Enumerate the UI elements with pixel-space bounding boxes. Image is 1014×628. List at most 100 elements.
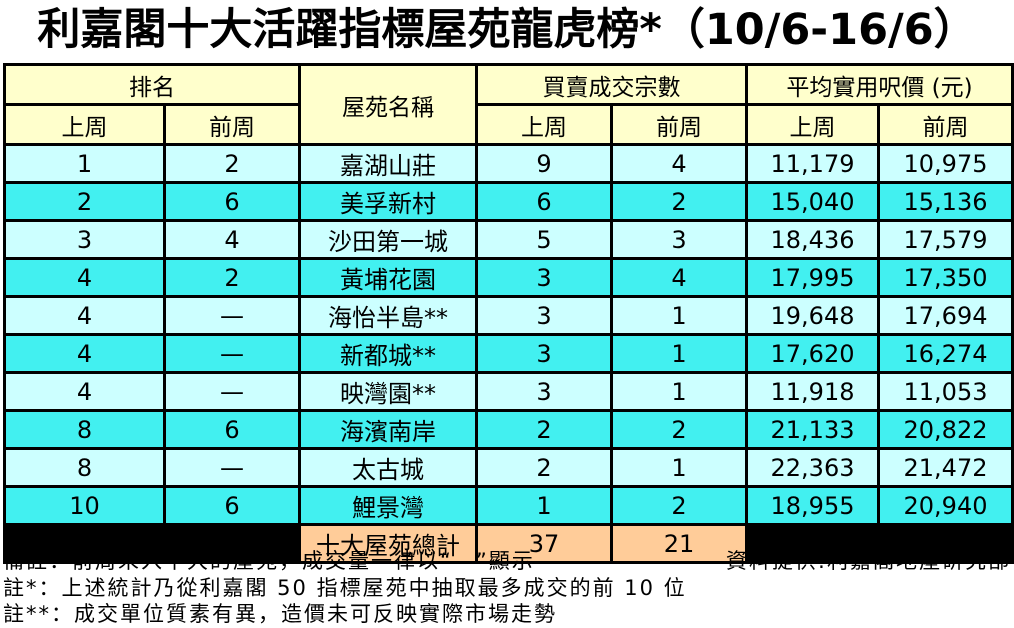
rank-last-week: 4 bbox=[3, 257, 166, 298]
estate-name: 太古城 bbox=[298, 447, 478, 488]
subheader-rank-prev-week: 前周 bbox=[163, 103, 301, 146]
price-prev-week: 17,694 bbox=[876, 295, 1014, 336]
table-row: 1 2 嘉湖山莊 9 4 11,179 10,975 bbox=[3, 143, 1014, 184]
price-last-week: 21,133 bbox=[745, 409, 880, 450]
rank-prev-week: 6 bbox=[163, 485, 301, 526]
estate-name: 海濱南岸 bbox=[298, 409, 478, 450]
price-prev-week: 21,472 bbox=[876, 447, 1014, 488]
price-prev-week: 10,975 bbox=[876, 143, 1014, 184]
rank-prev-week: — bbox=[163, 295, 301, 336]
estate-name: 黃埔花園 bbox=[298, 257, 478, 298]
rank-last-week: 2 bbox=[3, 181, 166, 222]
price-last-week: 17,620 bbox=[745, 333, 880, 374]
price-prev-week: 15,136 bbox=[876, 181, 1014, 222]
rank-prev-week: — bbox=[163, 447, 301, 488]
rank-prev-week: 4 bbox=[163, 219, 301, 260]
price-last-week: 18,436 bbox=[745, 219, 880, 260]
header-estate-name: 屋苑名稱 bbox=[298, 63, 478, 146]
estate-name: 嘉湖山莊 bbox=[298, 143, 478, 184]
subheader-price-last-week: 上周 bbox=[745, 103, 880, 146]
subheader-rank-last-week: 上周 bbox=[3, 103, 166, 146]
page-title: 利嘉閣十大活躍指標屋苑龍虎榜*（10/6-16/6） bbox=[37, 5, 977, 55]
deals-last-week: 2 bbox=[475, 409, 613, 450]
table-row: 10 6 鯉景灣 1 2 18,955 20,940 bbox=[3, 485, 1014, 526]
deals-last-week: 2 bbox=[475, 447, 613, 488]
rank-last-week: 4 bbox=[3, 371, 166, 412]
total-deals-prev-week: 21 bbox=[610, 523, 748, 564]
estate-name: 沙田第一城 bbox=[298, 219, 478, 260]
footnote-remark: 備註：前周未入十大的屋苑，成交量一律以“—”顯示 bbox=[3, 549, 535, 573]
deals-last-week: 1 bbox=[475, 485, 613, 526]
rank-prev-week: — bbox=[163, 371, 301, 412]
subheader-deals-prev-week: 前周 bbox=[610, 103, 748, 146]
price-prev-week: 16,274 bbox=[876, 333, 1014, 374]
header-row-groups: 排名 屋苑名稱 買賣成交宗數 平均實用呎價 (元) bbox=[3, 63, 1014, 146]
table-row: 2 6 美孚新村 6 2 15,040 15,136 bbox=[3, 181, 1014, 222]
price-last-week: 17,995 bbox=[745, 257, 880, 298]
table-row: 8 — 太古城 2 1 22,363 21,472 bbox=[3, 447, 1014, 488]
total-row-black-right bbox=[744, 523, 1014, 564]
estate-name: 鯉景灣 bbox=[298, 485, 478, 526]
rank-prev-week: 2 bbox=[163, 143, 301, 184]
total-row-black-left bbox=[3, 523, 301, 564]
total-row: 十大屋苑總計 37 21 bbox=[3, 523, 1014, 564]
rank-last-week: 4 bbox=[3, 295, 166, 336]
deals-last-week: 3 bbox=[475, 295, 613, 336]
deals-last-week: 5 bbox=[475, 219, 613, 260]
estate-name: 美孚新村 bbox=[298, 181, 478, 222]
deals-prev-week: 4 bbox=[610, 257, 748, 298]
header-row-sub: 上周 前周 上周 前周 上周 前周 bbox=[3, 103, 1014, 146]
table-row: 4 — 新都城** 3 1 17,620 16,274 bbox=[3, 333, 1014, 374]
subheader-price-prev-week: 前周 bbox=[876, 103, 1014, 146]
rank-last-week: 3 bbox=[3, 219, 166, 260]
rank-prev-week: 6 bbox=[163, 409, 301, 450]
price-prev-week: 17,350 bbox=[876, 257, 1014, 298]
price-prev-week: 17,579 bbox=[876, 219, 1014, 260]
rank-last-week: 10 bbox=[3, 485, 166, 526]
rank-last-week: 8 bbox=[3, 409, 166, 450]
rank-last-week: 8 bbox=[3, 447, 166, 488]
deals-prev-week: 2 bbox=[610, 181, 748, 222]
estate-name: 海怡半島** bbox=[298, 295, 478, 336]
rank-prev-week: — bbox=[163, 333, 301, 374]
footnote-line-2: 註*：上述統計乃從利嘉閣 50 指標屋苑中抽取最多成交的前 10 位 bbox=[3, 575, 687, 600]
estate-name: 新都城** bbox=[298, 333, 478, 374]
price-last-week: 11,918 bbox=[745, 371, 880, 412]
estates-ranking-table: 排名 屋苑名稱 買賣成交宗數 平均實用呎價 (元) 上周 前周 上周 前周 上周… bbox=[3, 63, 1014, 564]
subheader-deals-last-week: 上周 bbox=[475, 103, 613, 146]
price-last-week: 22,363 bbox=[745, 447, 880, 488]
header-rank-group: 排名 bbox=[3, 63, 301, 106]
table-row: 4 2 黃埔花園 3 4 17,995 17,350 bbox=[3, 257, 1014, 298]
deals-last-week: 3 bbox=[475, 257, 613, 298]
deals-prev-week: 1 bbox=[610, 371, 748, 412]
deals-prev-week: 1 bbox=[610, 333, 748, 374]
deals-prev-week: 1 bbox=[610, 295, 748, 336]
price-prev-week: 20,940 bbox=[876, 485, 1014, 526]
table-row: 3 4 沙田第一城 5 3 18,436 17,579 bbox=[3, 219, 1014, 260]
price-prev-week: 11,053 bbox=[876, 371, 1014, 412]
deals-prev-week: 2 bbox=[610, 409, 748, 450]
deals-last-week: 3 bbox=[475, 371, 613, 412]
estate-name: 映灣園** bbox=[298, 371, 478, 412]
footnote-line-3: 註**：成交單位質素有異，造價未可反映實際市場走勢 bbox=[3, 602, 557, 626]
table-row: 4 — 映灣園** 3 1 11,918 11,053 bbox=[3, 371, 1014, 412]
price-last-week: 19,648 bbox=[745, 295, 880, 336]
price-last-week: 18,955 bbox=[745, 485, 880, 526]
table-row: 4 — 海怡半島** 3 1 19,648 17,694 bbox=[3, 295, 1014, 336]
deals-prev-week: 4 bbox=[610, 143, 748, 184]
price-last-week: 15,040 bbox=[745, 181, 880, 222]
rank-prev-week: 6 bbox=[163, 181, 301, 222]
table-row: 8 6 海濱南岸 2 2 21,133 20,822 bbox=[3, 409, 1014, 450]
footnotes: 備註：前周未入十大的屋苑，成交量一律以“—”顯示 資料提供:利嘉閣地產研究部 註… bbox=[3, 548, 1011, 628]
rank-last-week: 1 bbox=[3, 143, 166, 184]
deals-prev-week: 2 bbox=[610, 485, 748, 526]
deals-last-week: 9 bbox=[475, 143, 613, 184]
data-source-credit: 資料提供:利嘉閣地產研究部 bbox=[725, 549, 1011, 573]
deals-prev-week: 3 bbox=[610, 219, 748, 260]
rank-last-week: 4 bbox=[3, 333, 166, 374]
price-prev-week: 20,822 bbox=[876, 409, 1014, 450]
footnote-line-1: 備註：前周未入十大的屋苑，成交量一律以“—”顯示 資料提供:利嘉閣地產研究部 bbox=[3, 548, 1011, 575]
deals-prev-week: 1 bbox=[610, 447, 748, 488]
header-price-group: 平均實用呎價 (元) bbox=[744, 63, 1014, 106]
deals-last-week: 3 bbox=[475, 333, 613, 374]
